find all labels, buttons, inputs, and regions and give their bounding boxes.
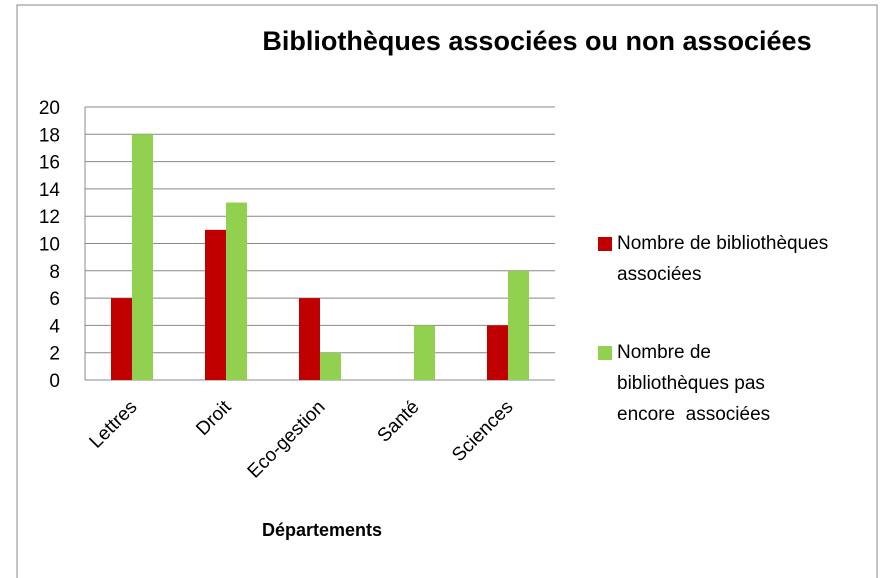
y-tick-label: 8: [49, 262, 60, 283]
bar: [299, 298, 320, 380]
bar: [132, 134, 153, 380]
y-tick-label: 10: [39, 235, 60, 256]
x-tick-label: Eco-gestion: [244, 397, 330, 483]
legend-swatch: [598, 237, 612, 251]
y-tick-label: 12: [39, 207, 60, 228]
legend-label: Nombre de bibliothèques associées: [617, 233, 834, 285]
bar: [487, 325, 508, 380]
bar: [414, 325, 435, 380]
bar: [508, 270, 529, 380]
y-tick-label: 0: [49, 371, 60, 392]
chart-frame: [16, 4, 878, 578]
legend-item: Nombre de bibliothèques associées: [598, 228, 868, 290]
legend-label: Nombre de bibliothèques pas encore assoc…: [617, 342, 771, 425]
x-tick-label: Droit: [192, 396, 236, 440]
y-tick-label: 6: [49, 289, 60, 310]
y-tick-label: 18: [39, 125, 60, 146]
y-tick-label: 20: [39, 98, 60, 119]
chart-title: Bibliothèques associées ou non associées: [262, 26, 811, 56]
legend-item: Nombre de bibliothèques pas encore assoc…: [598, 337, 868, 430]
bar: [320, 352, 341, 380]
x-tick-label: Sciences: [448, 397, 517, 466]
x-axis-label: Départements: [262, 520, 382, 540]
bar: [111, 298, 132, 380]
legend-swatch: [598, 346, 612, 360]
y-tick-label: 14: [39, 180, 61, 201]
y-tick-label: 16: [39, 153, 60, 174]
x-tick-label: Lettres: [86, 397, 142, 453]
y-tick-label: 4: [49, 316, 60, 337]
y-tick-label: 2: [49, 344, 60, 365]
x-tick-label: Santé: [374, 397, 424, 447]
bar: [205, 229, 226, 380]
bar: [226, 202, 247, 380]
